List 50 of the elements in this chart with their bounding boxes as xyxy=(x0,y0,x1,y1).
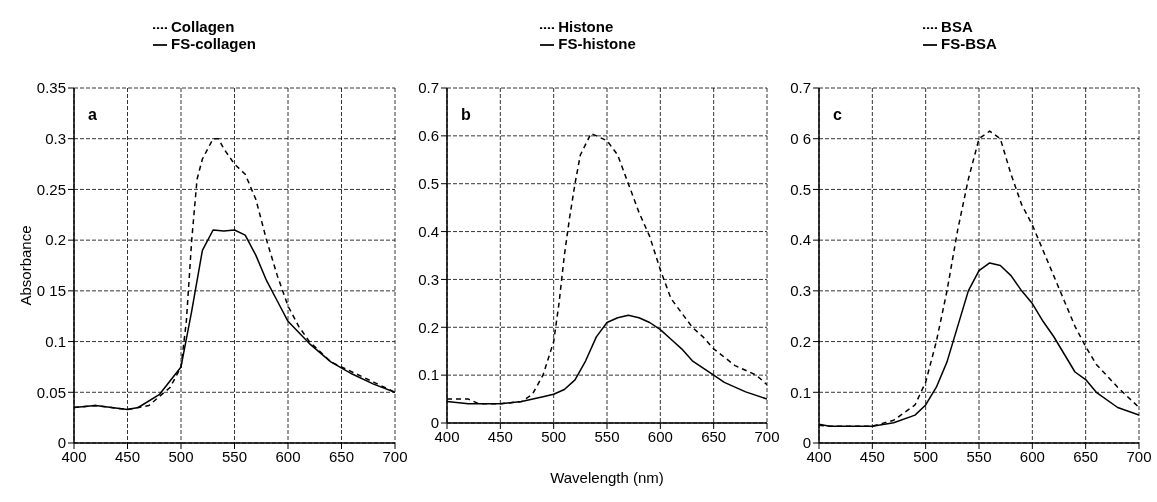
x-axis-title: Wavelength (nm) xyxy=(550,469,664,486)
x-tick-label: 550 xyxy=(221,447,248,465)
x-tick-label: 550 xyxy=(966,447,992,465)
x-tick-label: 450 xyxy=(487,427,513,445)
y-tick-label: 0.5 xyxy=(418,175,439,193)
x-tick-label: 700 xyxy=(1126,447,1152,465)
x-tick-label: 550 xyxy=(594,427,620,445)
x-tick-label: 500 xyxy=(168,447,194,465)
y-tick-label: 0.05 xyxy=(36,383,66,401)
annotation: a xyxy=(88,106,97,124)
legend-label: Collagen xyxy=(170,18,235,35)
y-tick-label: 0.1 xyxy=(418,366,439,384)
legend-label: FS-histone xyxy=(558,35,636,53)
legend-label: Histone xyxy=(558,18,614,35)
x-tick-label: 500 xyxy=(913,447,939,465)
y-tick-label: 0 6 xyxy=(790,130,811,148)
y-tick-label: 0.2 xyxy=(418,318,439,336)
y-tick-label: 0.5 xyxy=(790,180,811,198)
x-tick-label: 450 xyxy=(859,447,885,465)
y-tick-label: 0.2 xyxy=(790,332,811,350)
legend-label: BSA xyxy=(941,18,973,35)
y-tick-label: 0.7 xyxy=(418,79,439,97)
x-tick-label: 450 xyxy=(114,447,141,465)
x-tick-label: 500 xyxy=(541,427,567,445)
y-tick-label: 0.25 xyxy=(36,180,66,198)
annotation: b xyxy=(461,106,471,124)
y-tick-label: 0.3 xyxy=(418,270,439,288)
y-tick-label: 0.3 xyxy=(45,130,66,148)
x-tick-label: 650 xyxy=(328,447,355,465)
x-tick-label: 700 xyxy=(754,427,780,445)
y-tick-label: 0.4 xyxy=(790,231,811,249)
y-tick-label: 0.1 xyxy=(790,383,811,401)
y-tick-label: 0.6 xyxy=(418,127,439,145)
x-tick-label: 600 xyxy=(647,427,673,445)
annotation: c xyxy=(833,106,842,124)
y-axis-title: Absorbance xyxy=(17,225,35,306)
legend-label: FS-BSA xyxy=(941,35,997,53)
x-tick-label: 650 xyxy=(701,427,727,445)
y-tick-label: 0.2 xyxy=(45,231,66,249)
y-tick-label: 0.4 xyxy=(418,222,439,240)
y-tick-label: 0.3 xyxy=(790,282,811,300)
x-tick-label: 650 xyxy=(1073,447,1099,465)
x-tick-label: 600 xyxy=(1019,447,1045,465)
legend-label: FS-collagen xyxy=(170,35,256,53)
y-tick-label: 0.7 xyxy=(790,79,811,97)
y-tick-label: 0 15 xyxy=(36,282,66,300)
x-tick-label: 700 xyxy=(382,447,408,465)
y-tick-label: 0.35 xyxy=(36,79,66,97)
y-tick-label: 0.1 xyxy=(45,332,66,350)
x-tick-label: 600 xyxy=(275,447,301,465)
